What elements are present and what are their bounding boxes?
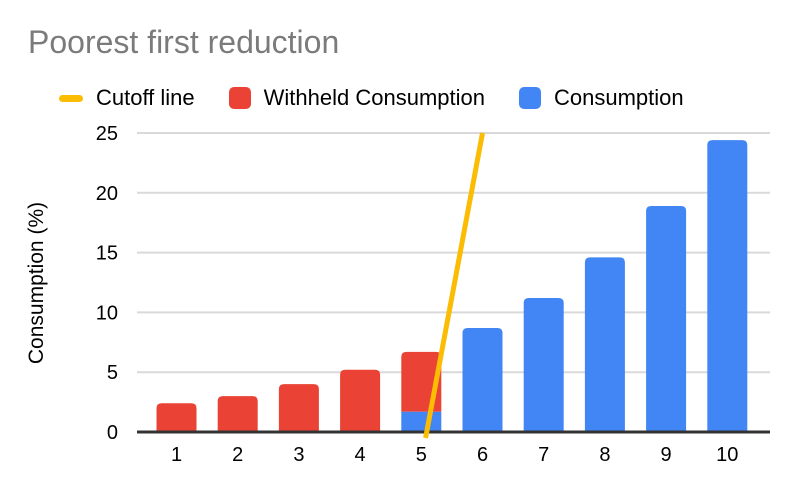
bar-segment-consumption bbox=[646, 205, 687, 432]
bar-segment-consumption bbox=[462, 327, 503, 432]
x-tick-label: 4 bbox=[355, 444, 366, 466]
legend-label-cutoff-line: Cutoff line bbox=[96, 85, 195, 110]
bar-segment-consumption bbox=[523, 298, 564, 432]
bar-segment-withheld-consumption bbox=[340, 369, 381, 432]
y-tick-label: 25 bbox=[96, 123, 118, 145]
y-tick-label: 0 bbox=[107, 422, 118, 444]
x-axis-line bbox=[137, 430, 770, 434]
bar-segment-consumption bbox=[707, 140, 748, 432]
y-tick-label: 20 bbox=[96, 183, 118, 205]
bar-segment-consumption bbox=[584, 257, 625, 432]
bar-segment-withheld-consumption bbox=[156, 403, 197, 432]
x-tick-label: 2 bbox=[232, 444, 243, 466]
consumption-swatch-icon bbox=[519, 87, 541, 109]
y-tick-label: 10 bbox=[96, 302, 118, 324]
x-tick-label: 7 bbox=[538, 444, 549, 466]
withheld-consumption-swatch-icon bbox=[228, 87, 251, 109]
bar-segment-withheld-consumption bbox=[217, 396, 258, 432]
y-tick-label: 15 bbox=[96, 243, 118, 265]
cutoff-line-swatch-icon bbox=[59, 94, 83, 102]
legend-item-withheld-consumption: Withheld Consumption bbox=[228, 85, 485, 111]
legend-label-consumption: Consumption bbox=[554, 85, 684, 110]
x-tick-label: 3 bbox=[293, 444, 304, 466]
x-tick-label: 10 bbox=[716, 444, 738, 466]
legend-label-withheld-consumption: Withheld Consumption bbox=[263, 85, 485, 110]
bar-segment-withheld-consumption bbox=[278, 384, 319, 432]
x-tick-label: 9 bbox=[661, 444, 672, 466]
x-tick-label: 1 bbox=[171, 444, 182, 466]
cutoff-line bbox=[423, 132, 485, 439]
chart-title: Poorest first reduction bbox=[28, 24, 340, 60]
legend-item-cutoff-line: Cutoff line bbox=[59, 85, 195, 111]
y-tick-label: 5 bbox=[107, 362, 118, 384]
bar-segment-consumption bbox=[401, 411, 442, 432]
x-tick-label: 8 bbox=[599, 444, 610, 466]
legend: Cutoff line Withheld Consumption Consump… bbox=[59, 85, 684, 111]
x-tick-label: 5 bbox=[416, 444, 427, 466]
legend-item-consumption: Consumption bbox=[519, 85, 684, 111]
x-tick-label: 6 bbox=[477, 444, 488, 466]
